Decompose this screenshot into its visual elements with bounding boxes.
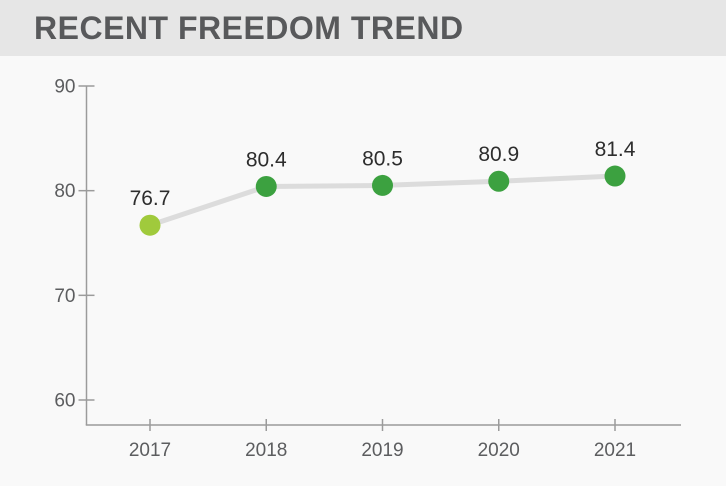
chart-area: 60 70 80 90 2017 2018 2019 2020 2021 76.7 80.4 80.5… (0, 56, 726, 486)
y-tick-label: 60 (54, 391, 75, 412)
data-point-label: 76.7 (130, 187, 171, 210)
data-point (372, 174, 393, 196)
data-point (604, 165, 626, 187)
x-tick-label: 2017 (129, 440, 171, 461)
data-point-label: 80.9 (478, 143, 519, 166)
trend-chart: 60 70 80 90 2017 2018 2019 2020 2021 76.7 80.4 80.5… (54, 77, 681, 461)
x-tick-label: 2019 (361, 440, 403, 461)
chart-title: RECENT FREEDOM TREND (34, 10, 464, 46)
data-point (488, 170, 510, 192)
data-point-label: 80.5 (362, 147, 403, 170)
data-point-label: 80.4 (246, 148, 287, 171)
x-tick-label: 2018 (245, 440, 287, 461)
y-tick-label: 70 (54, 286, 75, 307)
chart-header: RECENT FREEDOM TREND (0, 0, 726, 56)
x-tick-label: 2020 (478, 440, 520, 461)
data-point-label: 81.4 (595, 138, 636, 161)
data-point (139, 214, 161, 236)
x-tick-label: 2021 (594, 440, 636, 461)
data-point (255, 175, 277, 197)
y-tick-label: 80 (54, 181, 75, 202)
y-tick-label: 90 (54, 77, 75, 98)
